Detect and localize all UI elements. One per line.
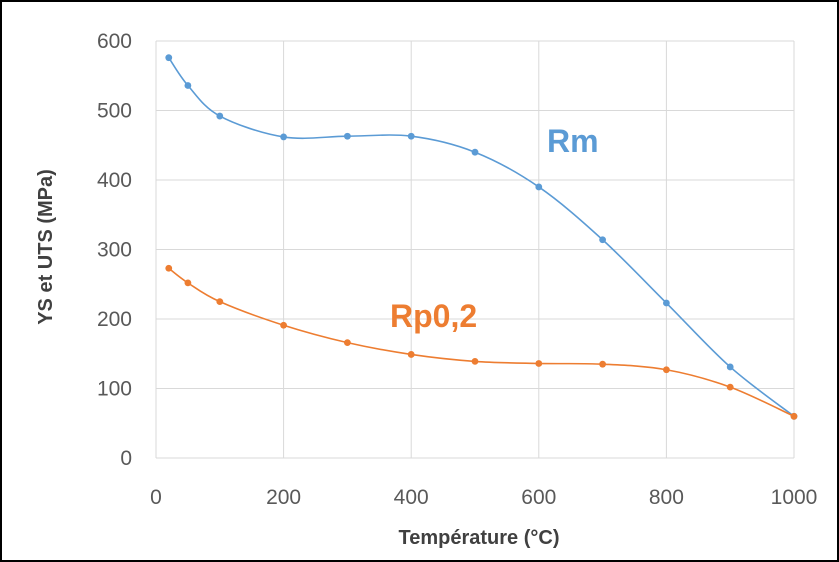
data-point-rp02 [344,339,351,347]
data-point-rm [726,363,734,371]
data-point-rm [184,82,192,89]
data-point-rp02 [535,360,543,367]
data-point-rp02 [184,279,192,287]
x-tick-label: 800 [649,486,684,509]
data-point-rp02 [165,264,173,272]
data-point-rp02 [471,357,479,365]
x-tick-label: 600 [521,486,556,509]
data-point-rp02 [599,360,606,368]
y-axis-title: YS et UTS (MPa) [35,169,57,325]
data-point-rm [471,148,479,156]
data-point-rp02 [663,366,670,374]
series-line-rp02 [168,267,795,418]
data-point-rp02 [280,321,287,329]
data-point-rp02 [407,351,415,358]
data-point-rm [407,132,415,140]
data-point-rp02 [790,412,798,420]
y-tick-label: 400 [97,169,132,192]
x-tick-label: 0 [150,486,162,509]
x-tick-label: 1000 [771,486,818,509]
data-point-rm [280,133,287,141]
series-label-rp02: Rp0,2 [390,298,477,334]
x-axis-title: Température (°C) [399,527,560,549]
y-tick-label: 300 [97,239,132,262]
x-axis-ticks: 0 200 400 600 800 1000 [150,486,817,509]
y-tick-label: 500 [97,100,132,123]
y-tick-label: 600 [97,30,132,53]
x-tick-label: 400 [394,486,429,509]
data-point-rp02 [726,383,734,391]
grid [155,40,795,459]
data-point-rm [599,236,606,244]
series-layer [165,54,798,420]
data-point-rp02 [216,298,224,306]
data-point-rm [344,132,351,140]
y-axis-ticks: 0 100 200 300 400 500 600 [97,30,132,470]
series-label-rm: Rm [547,123,599,159]
data-point-rm [216,112,224,120]
data-point-rm [663,299,670,307]
y-tick-label: 200 [97,308,132,331]
y-tick-label: 0 [120,447,132,470]
data-point-rm [535,183,543,191]
x-tick-label: 200 [266,486,301,509]
y-tick-label: 100 [97,378,132,401]
data-point-rm [165,54,173,62]
